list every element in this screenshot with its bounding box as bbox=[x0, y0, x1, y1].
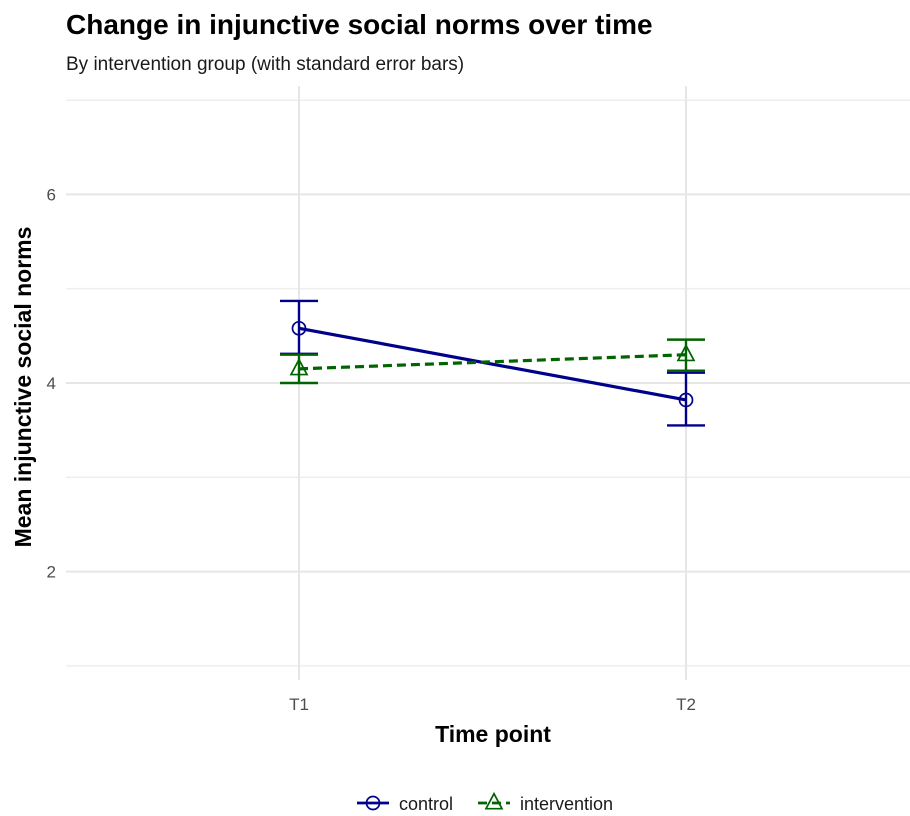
y-tick-label: 6 bbox=[47, 185, 56, 204]
intervention-error-bars bbox=[280, 338, 705, 385]
control-series bbox=[291, 320, 694, 408]
x-axis-title: Time point bbox=[435, 721, 551, 747]
legend-label: control bbox=[399, 794, 453, 814]
intervention-series bbox=[289, 343, 696, 376]
x-tick-label: T2 bbox=[676, 695, 696, 714]
control-point-marker bbox=[291, 320, 307, 336]
series-layer bbox=[280, 299, 705, 427]
y-tick-label: 2 bbox=[47, 563, 56, 582]
control-point-marker bbox=[678, 392, 694, 408]
intervention-point-marker bbox=[676, 343, 696, 362]
intervention-point-marker bbox=[289, 357, 309, 376]
legend-item-control: control bbox=[357, 794, 453, 814]
control-point-marker bbox=[365, 795, 381, 811]
legend: control intervention bbox=[357, 791, 613, 814]
intervention-point-marker bbox=[484, 791, 504, 810]
grid-lines bbox=[66, 86, 910, 680]
chart-subtitle: By intervention group (with standard err… bbox=[66, 54, 464, 75]
x-tick-label: T1 bbox=[289, 695, 309, 714]
chart-title: Change in injunctive social norms over t… bbox=[66, 9, 653, 40]
legend-item-intervention: intervention bbox=[478, 791, 613, 814]
intervention-line bbox=[298, 353, 687, 371]
legend-label: intervention bbox=[520, 794, 613, 814]
control-line bbox=[298, 326, 687, 402]
y-tick-label: 4 bbox=[47, 374, 56, 393]
y-axis-title: Mean injunctive social norms bbox=[10, 227, 36, 548]
axis-ticks: 2 4 6 T1 T2 bbox=[47, 185, 696, 714]
